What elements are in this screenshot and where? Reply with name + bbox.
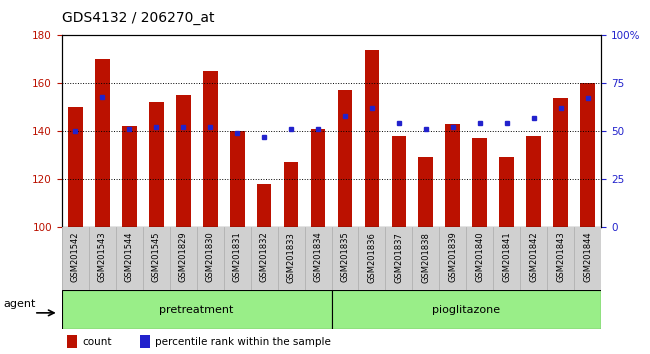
Text: GSM201834: GSM201834	[313, 232, 322, 282]
Text: GSM201829: GSM201829	[179, 232, 188, 282]
Bar	[68, 107, 83, 227]
Text: agent: agent	[3, 299, 36, 309]
Text: GSM201839: GSM201839	[448, 232, 458, 282]
Bar	[499, 157, 514, 227]
Text: pioglitazone: pioglitazone	[432, 305, 500, 315]
Bar	[229, 131, 244, 227]
Text: GSM201833: GSM201833	[287, 232, 296, 282]
Bar	[473, 138, 488, 227]
Text: GSM201542: GSM201542	[71, 232, 80, 282]
Text: pretreatment: pretreatment	[159, 305, 234, 315]
Text: GSM201838: GSM201838	[421, 232, 430, 282]
Bar	[445, 124, 460, 227]
Bar	[553, 97, 568, 227]
Bar	[203, 71, 218, 227]
Bar	[67, 336, 77, 348]
Bar	[62, 290, 332, 329]
Bar	[149, 102, 164, 227]
Bar	[283, 162, 298, 227]
Text: GSM201836: GSM201836	[367, 232, 376, 282]
Text: GSM201835: GSM201835	[341, 232, 350, 282]
Text: GSM201831: GSM201831	[233, 232, 242, 282]
Bar	[580, 83, 595, 227]
Text: GSM201841: GSM201841	[502, 232, 512, 282]
Bar	[337, 90, 352, 227]
Text: GSM201843: GSM201843	[556, 232, 566, 282]
Bar	[95, 59, 110, 227]
Bar	[311, 129, 326, 227]
Text: GSM201837: GSM201837	[395, 232, 404, 282]
Bar	[332, 290, 601, 329]
Bar	[419, 157, 434, 227]
Bar	[140, 336, 150, 348]
Text: GDS4132 / 206270_at: GDS4132 / 206270_at	[62, 11, 214, 25]
Text: GSM201840: GSM201840	[475, 232, 484, 282]
Text: GSM201842: GSM201842	[529, 232, 538, 282]
Bar	[122, 126, 136, 227]
Bar	[257, 183, 272, 227]
Bar	[526, 136, 541, 227]
Text: GSM201844: GSM201844	[583, 232, 592, 282]
Text: count: count	[83, 337, 112, 347]
Text: percentile rank within the sample: percentile rank within the sample	[155, 337, 331, 347]
Text: GSM201830: GSM201830	[205, 232, 214, 282]
Text: GSM201543: GSM201543	[98, 232, 107, 282]
Text: GSM201544: GSM201544	[125, 232, 134, 282]
Text: GSM201545: GSM201545	[151, 232, 161, 282]
Bar	[176, 95, 190, 227]
Text: GSM201832: GSM201832	[259, 232, 268, 282]
Bar	[391, 136, 406, 227]
Bar	[365, 50, 380, 227]
